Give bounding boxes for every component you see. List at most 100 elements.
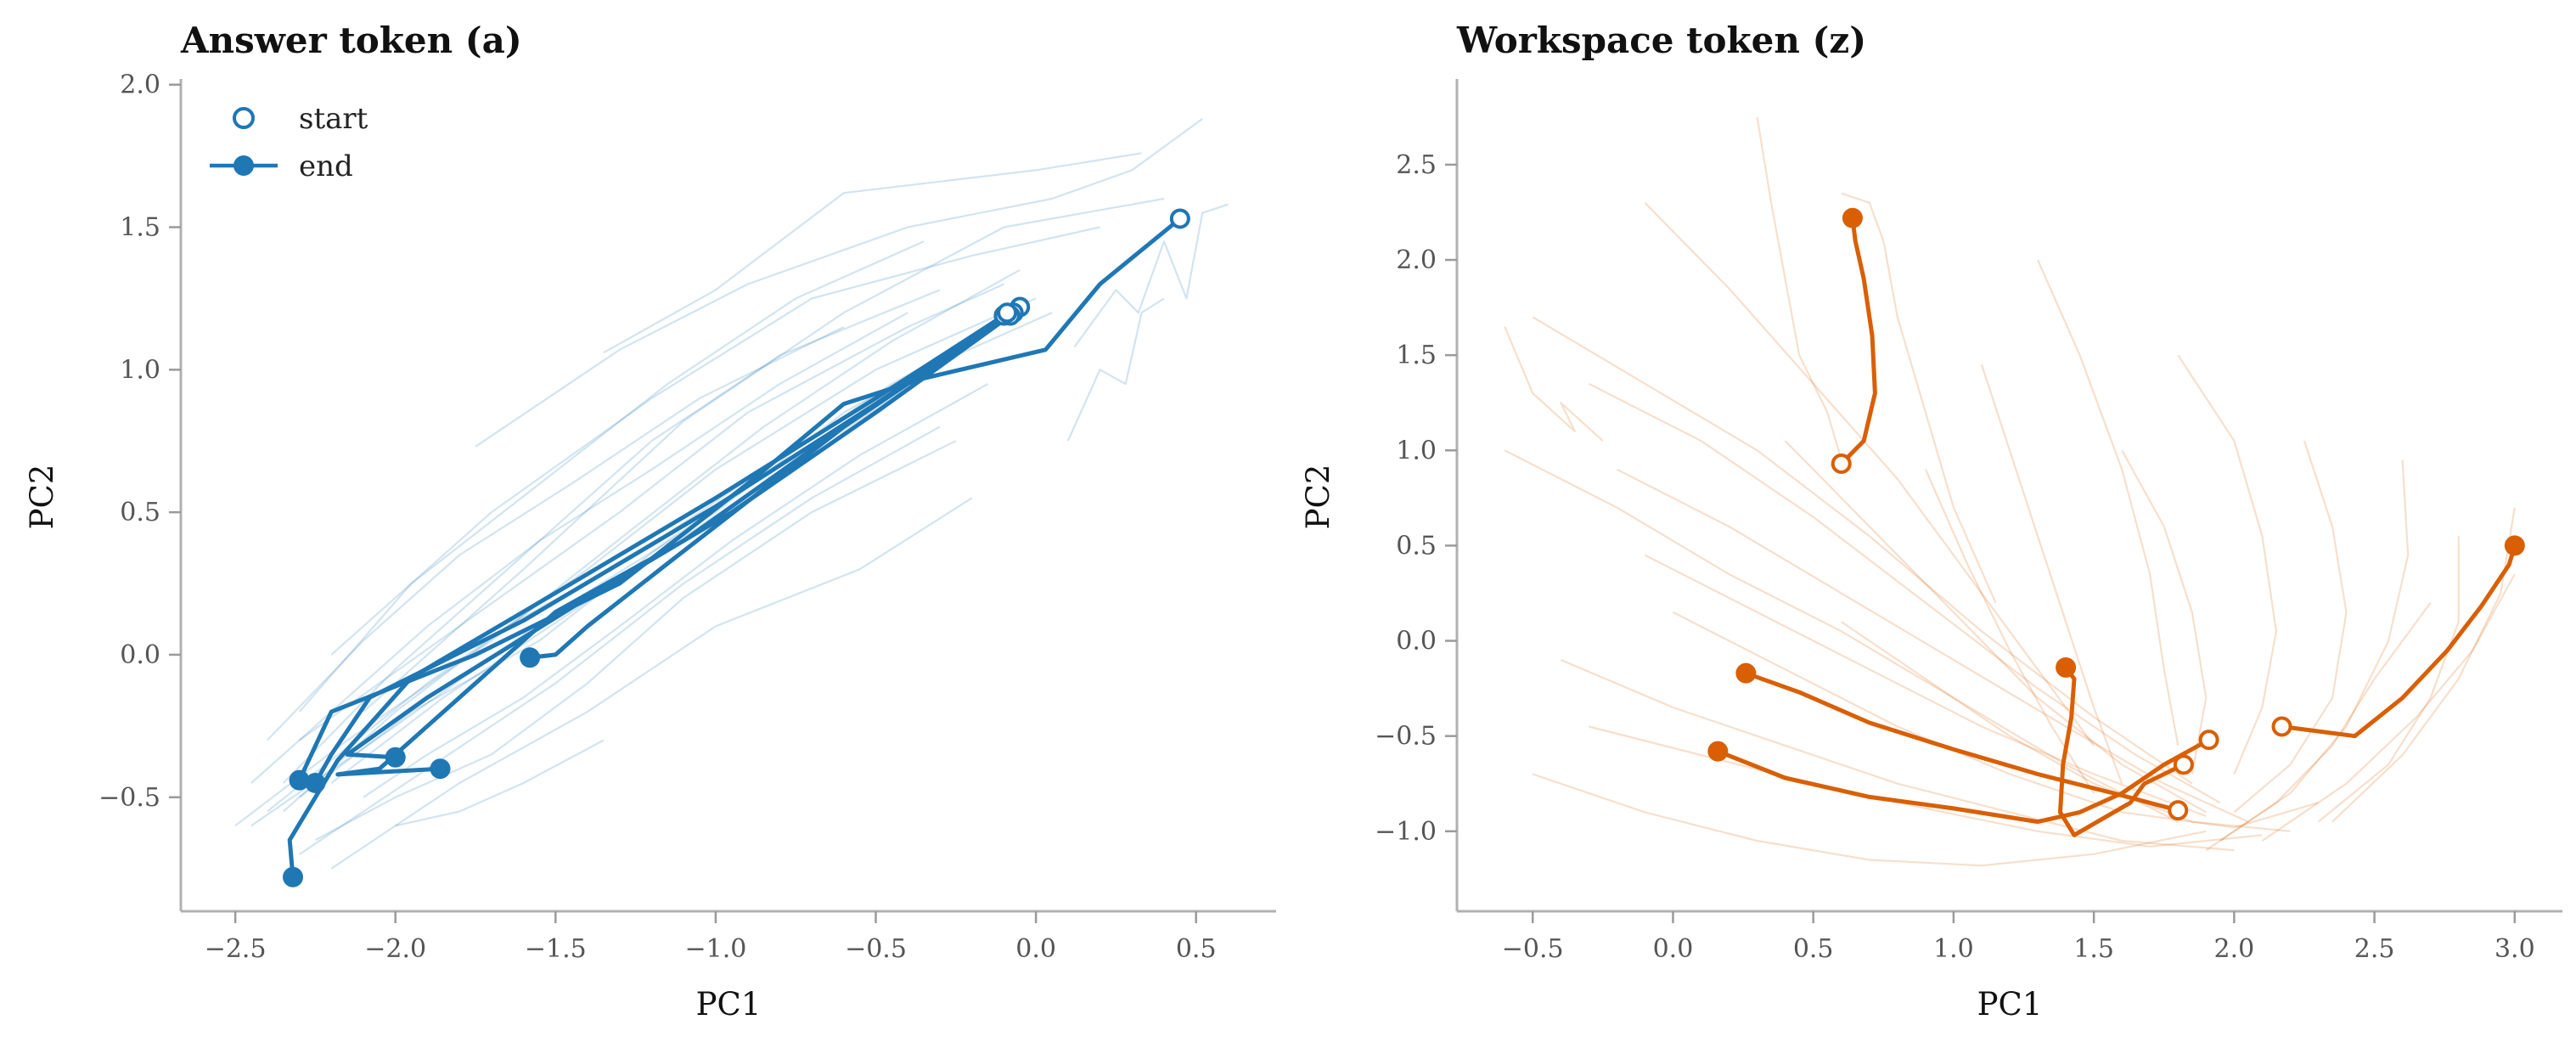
- highlighted-trajectory: [527, 310, 1010, 660]
- panel-a-y-label: PC2: [24, 465, 60, 530]
- y-tick-label: 0.5: [1396, 531, 1437, 561]
- background-trajectory: [1560, 658, 2235, 852]
- panel-b-y-ticks: −1.0 −0.5 0.0 0.5 1.0 1.5 2.0 2.5: [1375, 150, 1457, 847]
- legend: start end: [210, 102, 368, 183]
- end-marker: [305, 772, 326, 793]
- background-trajectory: [1756, 116, 1842, 460]
- background-trajectory: [298, 283, 1004, 741]
- workspace-token-panel: Workspace token (z) −0.5 0.0 0.5 1.0 1.5 2.0 2…: [1300, 20, 2562, 1023]
- background-trajectory: [1841, 621, 2291, 832]
- answer-highlighted-trajectories: [287, 217, 1183, 880]
- legend-end-label: end: [299, 149, 353, 183]
- x-tick-label: 0.5: [1793, 934, 1834, 964]
- y-tick-label: −1.0: [1375, 817, 1437, 847]
- background-trajectory: [2036, 259, 2179, 747]
- end-marker: [1707, 741, 1729, 762]
- y-tick-label: 1.5: [1396, 341, 1437, 370]
- y-tick-label: −0.5: [98, 783, 160, 813]
- background-trajectory: [475, 118, 1203, 448]
- background-trajectory: [1980, 364, 2123, 785]
- y-tick-label: 2.0: [120, 70, 160, 100]
- background-trajectory: [1616, 468, 2249, 823]
- highlighted-trajectory: [287, 313, 1006, 880]
- start-marker: [2168, 800, 2189, 821]
- background-trajectory: [330, 226, 1100, 656]
- background-trajectory: [1532, 316, 2193, 785]
- answer-token-panel: Answer token (a) −2.5 −2.0 −1.5 −1.0 −0.5 0.0…: [24, 20, 1276, 1023]
- start-marker: [2173, 754, 2194, 775]
- background-trajectory: [2261, 573, 2516, 842]
- y-tick-label: 0.0: [1396, 627, 1437, 656]
- background-trajectory: [298, 240, 925, 713]
- highlighted-trajectory: [2058, 665, 2186, 837]
- background-trajectory: [250, 340, 973, 827]
- x-tick-label: 1.0: [1933, 934, 1974, 964]
- background-trajectory: [267, 297, 1037, 813]
- background-trajectory: [1066, 297, 1165, 442]
- highlighted-trajectory: [1743, 671, 2180, 813]
- y-tick-label: 2.0: [1396, 245, 1437, 275]
- background-trajectory: [363, 383, 989, 798]
- end-marker: [1735, 662, 1757, 684]
- background-trajectory: [234, 268, 1021, 827]
- start-marker: [2271, 716, 2292, 737]
- workspace-highlighted-trajectories: [1715, 216, 2517, 837]
- end-marker: [430, 758, 451, 780]
- end-marker: [1842, 207, 1863, 228]
- panel-a-title: Answer token (a): [180, 20, 522, 61]
- background-trajectory: [267, 326, 845, 741]
- end-marker: [2056, 656, 2077, 678]
- start-marker: [1169, 208, 1190, 229]
- panel-a-x-label: PC1: [696, 986, 762, 1023]
- x-tick-label: −0.5: [1502, 934, 1564, 964]
- background-trajectory: [1532, 773, 2207, 867]
- panel-a-x-ticks: −2.5 −2.0 −1.5 −1.0 −0.5 0.0 0.5: [205, 911, 1217, 964]
- background-trajectory: [1644, 554, 2207, 817]
- background-trajectory: [1504, 326, 1604, 442]
- x-tick-label: −0.5: [845, 934, 907, 964]
- end-marker: [2504, 535, 2525, 556]
- panel-b-x-ticks: −0.5 0.0 0.5 1.0 1.5 2.0 2.5 3.0: [1502, 911, 2535, 964]
- background-trajectory: [282, 289, 941, 784]
- background-trajectory: [603, 152, 1142, 354]
- workspace-markers: [1707, 207, 2525, 821]
- y-tick-label: 0.5: [120, 498, 160, 527]
- y-tick-label: −0.5: [1375, 722, 1437, 752]
- end-marker: [289, 769, 310, 791]
- panel-b-x-label: PC1: [1977, 986, 2043, 1023]
- background-trajectory: [395, 739, 605, 827]
- workspace-background-trajectories: [1504, 116, 2516, 867]
- y-tick-label: 1.0: [1396, 436, 1437, 465]
- answer-markers: [283, 208, 1190, 887]
- background-trajectory: [1841, 192, 1997, 604]
- highlighted-trajectory: [297, 217, 1183, 783]
- background-trajectory: [2331, 507, 2516, 823]
- x-tick-label: −2.0: [364, 934, 426, 964]
- x-tick-label: 0.5: [1176, 934, 1217, 964]
- highlighted-trajectory: [2280, 543, 2517, 739]
- end-marker: [520, 647, 541, 668]
- x-tick-label: 0.0: [1653, 934, 1694, 964]
- background-trajectory: [1588, 382, 2221, 804]
- legend-start-label: start: [299, 102, 368, 136]
- highlighted-trajectory: [1715, 737, 2212, 825]
- background-trajectory: [298, 425, 941, 855]
- background-trajectory: [2121, 449, 2208, 775]
- end-marker: [385, 747, 406, 768]
- highlighted-trajectory: [1839, 216, 1877, 466]
- background-trajectory: [363, 197, 1165, 713]
- background-trajectory: [2317, 536, 2460, 823]
- background-trajectory: [1784, 440, 2207, 814]
- panel-b-title: Workspace token (z): [1456, 20, 1866, 61]
- x-tick-label: 0.0: [1015, 934, 1056, 964]
- y-tick-label: 0.0: [120, 640, 160, 670]
- background-trajectory: [2219, 459, 2410, 842]
- legend-end-marker: [233, 155, 254, 176]
- highlighted-trajectory: [345, 313, 1013, 760]
- background-trajectory: [330, 497, 973, 870]
- panel-a-y-ticks: −0.5 0.0 0.5 1.0 1.5 2.0: [98, 70, 181, 813]
- x-tick-label: −2.5: [205, 934, 267, 964]
- background-trajectory: [1644, 202, 2095, 747]
